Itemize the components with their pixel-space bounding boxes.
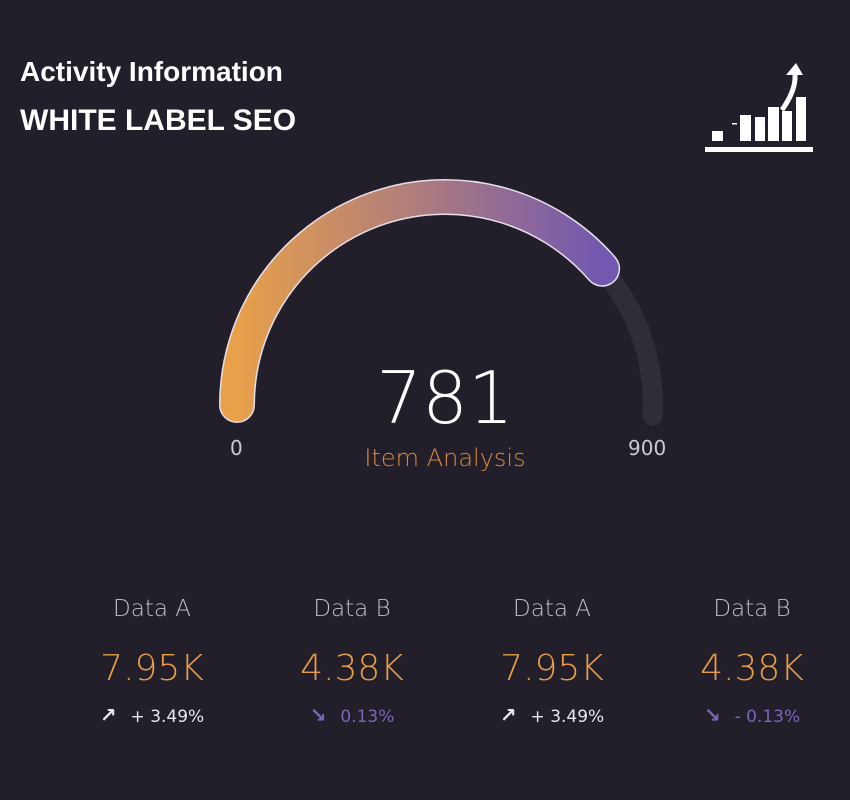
stat-label: Data A	[113, 596, 191, 622]
stat-change: 0.13%	[340, 707, 395, 727]
stat-card: Data A 7.95K ↗ + 3.49%	[52, 596, 252, 727]
gauge-min: 0	[230, 436, 243, 460]
stat-trend: ↗ + 3.49%	[52, 703, 252, 727]
stat-trend: ↗ + 3.49%	[452, 703, 652, 727]
stat-label: Data B	[313, 596, 391, 622]
stat-trend: ↘ 0.13%	[252, 703, 452, 727]
arrow-up-right-icon: ↗	[99, 703, 117, 727]
stat-card: Data A 7.95K ↗ + 3.49%	[452, 596, 652, 727]
gauge-fill	[220, 180, 619, 422]
stat-value: 4.38K	[300, 648, 404, 689]
stat-card: Data B 4.38K ↘ 0.13%	[252, 596, 452, 727]
stat-label: Data B	[713, 596, 791, 622]
stat-value: 7.95K	[500, 648, 604, 689]
gauge-label: Item Analysis	[364, 444, 526, 472]
stat-change: - 0.13%	[734, 707, 801, 727]
arrow-up-right-icon: ↗	[499, 703, 517, 727]
stat-value: 7.95K	[100, 648, 204, 689]
widget-subtitle: WHITE LABEL SEO	[20, 104, 297, 137]
stat-change: + 3.49%	[130, 707, 205, 727]
stat-value: 4.38K	[700, 648, 804, 689]
growth-chart-icon	[705, 63, 813, 152]
stat-change: + 3.49%	[530, 707, 605, 727]
stat-label: Data A	[513, 596, 591, 622]
gauge-max: 900	[628, 436, 667, 460]
arrow-down-right-icon: ↘	[703, 703, 721, 727]
widget-title: Activity Information	[20, 56, 283, 87]
gauge-value: 781	[376, 356, 514, 440]
stat-card: Data B 4.38K ↘ - 0.13%	[652, 596, 850, 727]
arrow-down-right-icon: ↘	[309, 703, 327, 727]
stat-trend: ↘ - 0.13%	[652, 703, 850, 727]
